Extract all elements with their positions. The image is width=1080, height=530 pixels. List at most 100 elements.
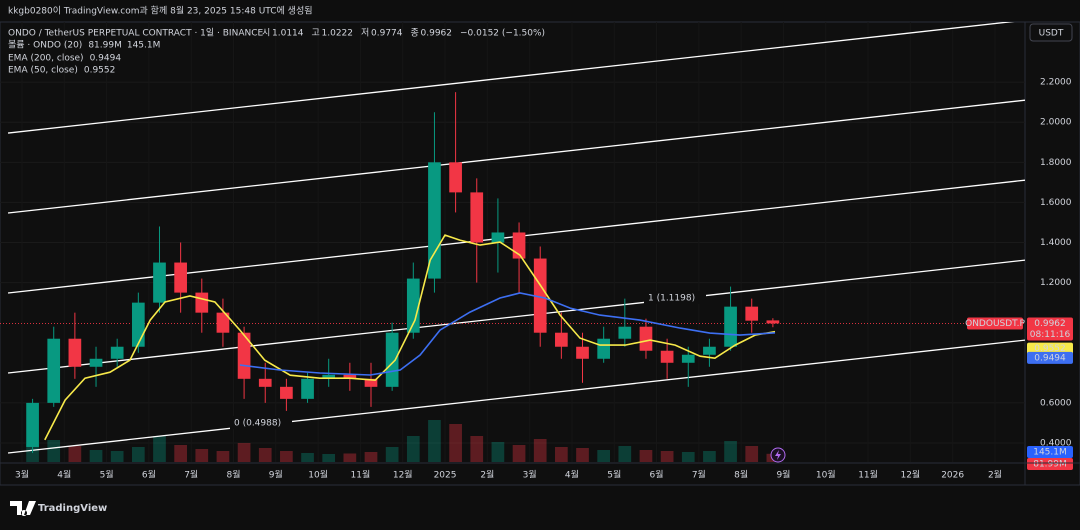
y-tick-label: 1.8000: [1040, 158, 1072, 168]
alert-icon-bolt: [775, 450, 781, 460]
volume-bar: [512, 445, 526, 462]
candle-body: [364, 378, 378, 387]
x-tick-label: 11월: [351, 469, 371, 481]
volume-bar: [491, 442, 505, 462]
volume-bar: [555, 447, 568, 462]
ema50-price-label: 0.9552: [1034, 344, 1066, 354]
candle-body: [216, 312, 230, 333]
channel-line: [7, 22, 1015, 134]
ohlc-value: 0.9774: [371, 29, 403, 39]
candle-body: [301, 378, 314, 399]
volume-bar: [364, 452, 378, 462]
footer-brand: TradingView: [38, 503, 107, 514]
candle-body: [195, 292, 209, 313]
ohlc-value: 1.0222: [322, 29, 354, 39]
change-value: −0.0152 (−1.50%): [460, 29, 545, 39]
volume-bar: [89, 450, 103, 462]
x-tick-label: 10월: [816, 469, 836, 481]
candle-body: [237, 332, 251, 379]
candle-body: [660, 350, 674, 363]
legend-title: ONDO / TetherUS PERPETUAL CONTRACT · 1일 …: [8, 28, 263, 39]
channel-annotation: 1 (1.1198): [648, 294, 695, 304]
volume-bar: [47, 440, 61, 462]
ema-line: [44, 234, 776, 441]
currency-button[interactable]: USDT: [1039, 29, 1064, 39]
tv-logo: [10, 501, 36, 516]
x-tick-label: 11월: [858, 469, 878, 481]
volume-label: 81.99M: [1033, 460, 1067, 470]
candle-body: [555, 332, 568, 347]
x-tick-label: 4월: [57, 469, 71, 481]
x-tick-label: 3월: [15, 469, 29, 481]
candle-body: [491, 232, 505, 243]
candle-body: [89, 358, 103, 367]
x-tick-label: 5월: [607, 469, 621, 481]
volume-bar: [131, 447, 145, 462]
y-tick-label: 2.0000: [1040, 118, 1072, 128]
x-tick-label: 8월: [734, 469, 748, 481]
candle-body: [385, 332, 399, 387]
volume-label-bg: [1027, 458, 1073, 470]
ohlc-label: 저: [361, 28, 369, 39]
candle-body: [533, 258, 547, 333]
header-text: kkgb0280이 TradingView.com과 함께 8월 23, 202…: [8, 5, 313, 17]
volume-bar: [280, 451, 293, 462]
candle-body: [280, 386, 293, 399]
volume-bar: [237, 443, 251, 462]
volume-bar: [724, 441, 737, 462]
channel-line: [7, 259, 1025, 374]
candle-body: [322, 374, 336, 379]
x-tick-label: 9월: [776, 469, 790, 481]
candle-body: [724, 306, 737, 347]
x-tick-label: 6월: [650, 469, 664, 481]
legend-volume-title: 볼륨 · ONDO (20): [8, 40, 82, 51]
volume-bar: [597, 450, 611, 462]
x-tick-label: 4월: [565, 469, 579, 481]
x-tick-label: 2월: [988, 469, 1002, 481]
candle-body: [174, 262, 187, 293]
legend-ema50-title: EMA (50, close): [8, 66, 78, 76]
x-tick-label: 3월: [523, 469, 537, 481]
volume-ma-label-bg: [1027, 446, 1073, 458]
symbol-label: ONDOUSDT.P: [965, 319, 1025, 329]
volume-bar: [428, 420, 441, 462]
candle-body: [576, 346, 589, 359]
y-tick-label: 0.6000: [1040, 398, 1072, 408]
candle-body: [470, 192, 484, 243]
volume-bar: [301, 453, 314, 462]
candle-body: [110, 346, 124, 359]
volume-bar: [322, 454, 336, 462]
overlay: 2.2000 2.0000 1.8000 1.6000 1.4000 1.2000 0.60…: [0, 23, 1080, 481]
x-tick-label: 2025: [434, 471, 457, 481]
currency-button-bg[interactable]: [1029, 23, 1073, 42]
legend-ema200-title: EMA (200, close): [8, 54, 84, 64]
volume-bar: [258, 448, 272, 462]
volume-bar: [195, 449, 209, 462]
x-tick-label: 2월: [480, 469, 494, 481]
candle-body: [258, 378, 272, 387]
candle-body: [597, 338, 611, 359]
volume-bar: [681, 452, 695, 462]
ohlc-label: 종: [411, 28, 419, 39]
volume-bar: [406, 436, 420, 462]
candle-body: [449, 162, 462, 193]
annotation-bg: [644, 291, 706, 304]
candle-body: [47, 338, 61, 403]
volume-bar: [153, 436, 166, 462]
last-price-bg: [1027, 317, 1073, 341]
volume-bar: [660, 451, 674, 462]
volume-bar: [216, 451, 230, 462]
candle-body: [343, 374, 357, 379]
volume-bar: [533, 439, 547, 462]
candle-body: [26, 402, 39, 447]
x-tick-label: 6월: [142, 469, 156, 481]
channel-annotation: 0 (0.4988): [234, 419, 281, 429]
x-tick-label: 12월: [900, 469, 920, 481]
last-price-label: 0.9962: [1034, 319, 1066, 329]
annotation-bg: [230, 416, 292, 429]
candle-body: [745, 306, 759, 321]
x-tick-label: 7월: [692, 469, 706, 481]
